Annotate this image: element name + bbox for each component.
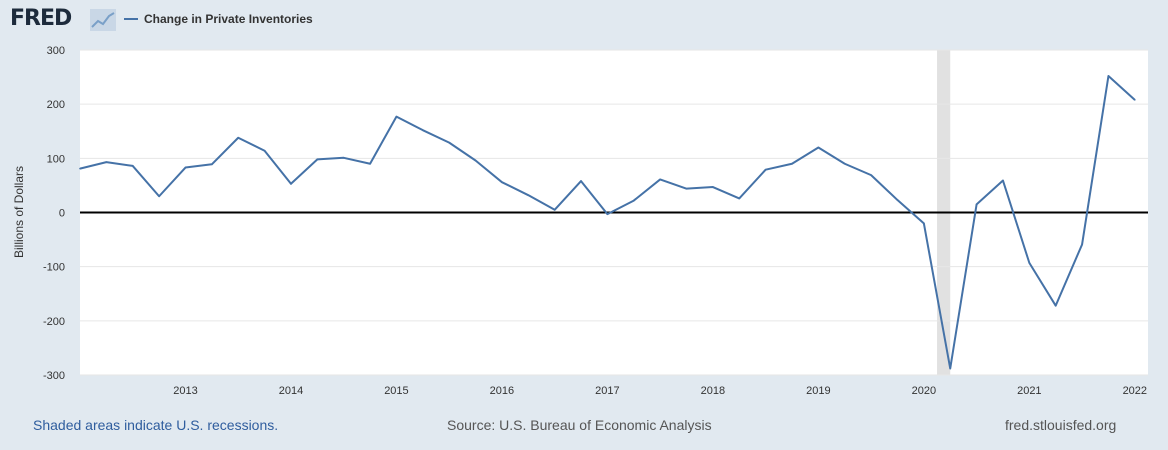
- x-tick-label: 2014: [279, 385, 303, 397]
- data-point: [316, 158, 319, 161]
- data-point: [1054, 304, 1057, 307]
- data-point: [527, 194, 530, 196]
- source-note: Source: U.S. Bureau of Economic Analysis: [447, 417, 712, 433]
- data-point: [606, 213, 609, 215]
- data-point: [764, 168, 767, 171]
- x-tick-label: 2018: [701, 385, 725, 397]
- data-point: [817, 146, 820, 149]
- data-point: [923, 222, 925, 225]
- data-point: [369, 162, 371, 165]
- x-tick-label: 2017: [595, 385, 619, 397]
- data-point: [553, 208, 556, 211]
- y-tick-label: 300: [47, 45, 65, 57]
- x-tick-label: 2013: [173, 385, 197, 397]
- x-tick-label: 2015: [384, 385, 408, 397]
- data-point: [949, 367, 952, 370]
- x-tick-label: 2022: [1123, 385, 1147, 397]
- data-point: [738, 197, 741, 200]
- data-point: [342, 156, 345, 159]
- data-point: [791, 162, 793, 165]
- data-point: [237, 136, 240, 139]
- data-point: [501, 181, 503, 183]
- data-point: [211, 163, 213, 166]
- site-link[interactable]: fred.stlouisfed.org: [1005, 417, 1117, 433]
- data-point: [1107, 75, 1110, 77]
- y-axis-label: Billions of Dollars: [12, 166, 26, 258]
- chart-legend[interactable]: Change in Private Inventories: [124, 12, 313, 26]
- data-point: [685, 187, 688, 190]
- data-point: [105, 161, 108, 163]
- data-point: [184, 166, 187, 169]
- y-tick-label: -100: [43, 262, 65, 274]
- y-tick-label: -200: [43, 316, 65, 328]
- data-point: [448, 141, 450, 144]
- data-point: [263, 149, 266, 152]
- y-tick-label: -300: [43, 370, 65, 382]
- data-point: [395, 115, 398, 118]
- data-point: [474, 159, 477, 162]
- data-point: [870, 174, 872, 176]
- data-point: [422, 129, 424, 131]
- data-point: [632, 199, 635, 202]
- data-point: [659, 178, 661, 181]
- data-point: [79, 167, 81, 170]
- y-tick-label: 200: [47, 99, 65, 111]
- data-point: [896, 199, 899, 201]
- data-point: [290, 182, 292, 185]
- legend-label: Change in Private Inventories: [144, 12, 313, 26]
- y-tick-label: 0: [59, 208, 65, 220]
- data-point: [1081, 243, 1083, 246]
- data-point: [1002, 179, 1004, 182]
- legend-line-swatch: [124, 18, 138, 20]
- x-tick-label: 2021: [1017, 385, 1041, 397]
- data-point: [843, 162, 846, 165]
- chart-header: FRED Change in Private Inventories: [0, 0, 1168, 40]
- data-point: [712, 186, 714, 188]
- x-tick-label: 2016: [490, 385, 514, 397]
- fred-logo[interactable]: FRED: [10, 6, 72, 31]
- fred-logo-graph-icon: [90, 9, 116, 31]
- data-point: [1134, 99, 1136, 101]
- x-tick-label: 2020: [912, 385, 936, 397]
- data-point: [158, 195, 160, 198]
- x-tick-label: 2019: [806, 385, 830, 397]
- data-point: [131, 165, 134, 167]
- data-point: [975, 203, 978, 206]
- data-point: [580, 180, 582, 182]
- y-tick-label: 100: [47, 153, 65, 165]
- recession-note[interactable]: Shaded areas indicate U.S. recessions.: [33, 417, 279, 433]
- data-point: [1028, 262, 1031, 264]
